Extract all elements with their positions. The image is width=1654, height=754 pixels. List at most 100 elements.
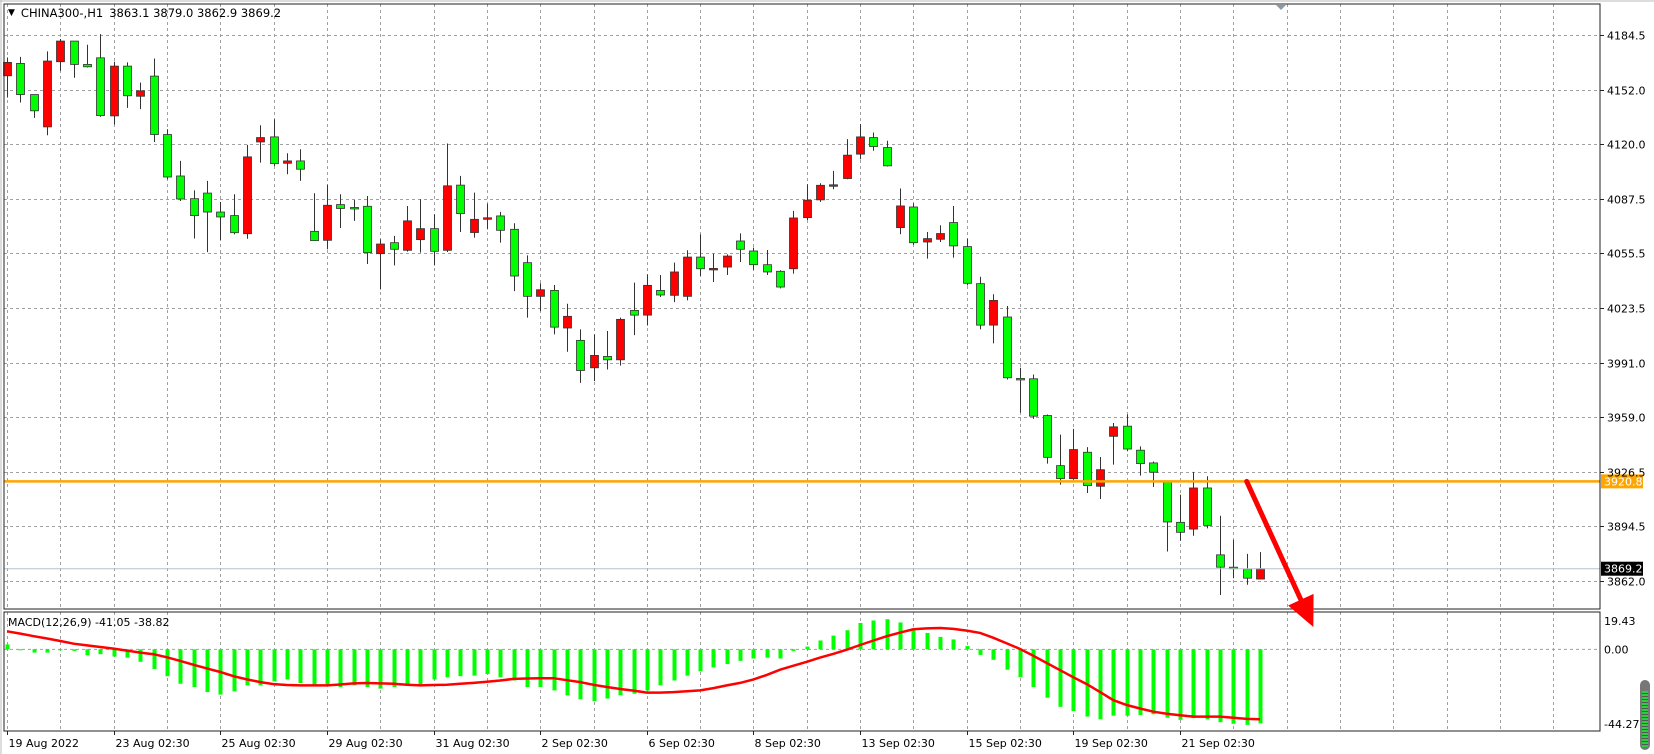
candle[interactable]: [283, 153, 292, 175]
candle[interactable]: [1123, 414, 1132, 452]
candle-body: [243, 156, 252, 235]
candle[interactable]: [883, 140, 892, 167]
candle[interactable]: [749, 247, 758, 270]
candle[interactable]: [1029, 374, 1038, 419]
candle[interactable]: [496, 211, 505, 243]
candle[interactable]: [550, 285, 559, 335]
candle[interactable]: [363, 195, 372, 265]
candle[interactable]: [643, 274, 652, 326]
candle[interactable]: [56, 39, 65, 71]
candle[interactable]: [136, 82, 145, 110]
candle[interactable]: [323, 184, 332, 250]
candle[interactable]: [96, 34, 105, 117]
candle[interactable]: [216, 202, 225, 241]
candle[interactable]: [16, 56, 25, 103]
candle[interactable]: [1203, 476, 1212, 529]
candle[interactable]: [536, 283, 545, 312]
candle[interactable]: [590, 334, 599, 382]
candle[interactable]: [1109, 422, 1118, 465]
candle[interactable]: [936, 225, 945, 243]
candle[interactable]: [723, 254, 732, 276]
candle[interactable]: [30, 94, 39, 118]
candle[interactable]: [829, 170, 838, 190]
candle[interactable]: [683, 250, 692, 301]
candle[interactable]: [150, 58, 159, 142]
candle[interactable]: [523, 255, 532, 318]
candle[interactable]: [803, 184, 812, 220]
candle[interactable]: [923, 232, 932, 259]
candle[interactable]: [856, 124, 865, 160]
candle[interactable]: [470, 192, 479, 238]
candle[interactable]: [230, 194, 239, 235]
candle[interactable]: [869, 132, 878, 151]
candle[interactable]: [456, 175, 465, 233]
triangle-down-icon[interactable]: ▼: [8, 8, 15, 18]
candle[interactable]: [843, 139, 852, 180]
candle[interactable]: [443, 143, 452, 252]
macd-histogram-bar: [18, 649, 23, 651]
candle[interactable]: [989, 294, 998, 344]
candle[interactable]: [390, 235, 399, 266]
candle[interactable]: [1149, 461, 1158, 487]
candle[interactable]: [709, 253, 718, 282]
candle[interactable]: [416, 199, 425, 253]
chart-shift-marker-icon[interactable]: [1276, 5, 1286, 10]
candle[interactable]: [1176, 494, 1185, 541]
candle[interactable]: [670, 262, 679, 303]
candle[interactable]: [256, 125, 265, 163]
candle[interactable]: [963, 238, 972, 286]
candle[interactable]: [176, 160, 185, 202]
candle[interactable]: [1096, 456, 1105, 499]
candle[interactable]: [376, 239, 385, 290]
candle[interactable]: [483, 203, 492, 230]
macd-pane-border[interactable]: [3, 611, 1601, 732]
candle[interactable]: [976, 276, 985, 330]
arrow-down-icon[interactable]: [1288, 593, 1314, 627]
candle[interactable]: [70, 40, 79, 78]
candle[interactable]: [603, 331, 612, 370]
candle[interactable]: [789, 210, 798, 274]
candle-body: [896, 205, 905, 229]
candle[interactable]: [296, 149, 305, 181]
candle[interactable]: [1136, 446, 1145, 476]
candle[interactable]: [243, 144, 252, 239]
candle[interactable]: [403, 205, 412, 252]
candle[interactable]: [1083, 447, 1092, 494]
candle[interactable]: [1216, 515, 1225, 595]
candle[interactable]: [763, 249, 772, 276]
candle[interactable]: [336, 194, 345, 228]
candle[interactable]: [83, 44, 92, 68]
candle[interactable]: [576, 329, 585, 383]
candle[interactable]: [1043, 414, 1052, 464]
candle[interactable]: [776, 270, 785, 289]
arrow-annotation-shaft[interactable]: [1244, 478, 1304, 603]
candle[interactable]: [909, 203, 918, 245]
candle[interactable]: [1056, 434, 1065, 485]
candle[interactable]: [110, 61, 119, 125]
macd-histogram-bar: [685, 649, 690, 676]
candle[interactable]: [350, 199, 359, 221]
candle[interactable]: [1069, 428, 1078, 480]
candle[interactable]: [656, 275, 665, 298]
candle[interactable]: [1016, 367, 1025, 413]
candle[interactable]: [1003, 305, 1012, 380]
candle[interactable]: [123, 62, 132, 108]
candle[interactable]: [430, 214, 439, 266]
candle[interactable]: [163, 129, 172, 180]
candle[interactable]: [270, 119, 279, 166]
candle[interactable]: [816, 183, 825, 202]
candle[interactable]: [949, 205, 958, 258]
candle[interactable]: [190, 190, 199, 239]
candle[interactable]: [203, 180, 212, 253]
candle[interactable]: [896, 188, 905, 235]
candle[interactable]: [696, 234, 705, 277]
candle[interactable]: [736, 233, 745, 262]
candle[interactable]: [563, 303, 572, 352]
candle[interactable]: [616, 317, 625, 366]
candle[interactable]: [43, 51, 52, 136]
candle[interactable]: [310, 193, 319, 242]
candle[interactable]: [510, 223, 519, 292]
macd-axis-label: 19.43: [1604, 615, 1636, 628]
candle[interactable]: [630, 282, 639, 336]
